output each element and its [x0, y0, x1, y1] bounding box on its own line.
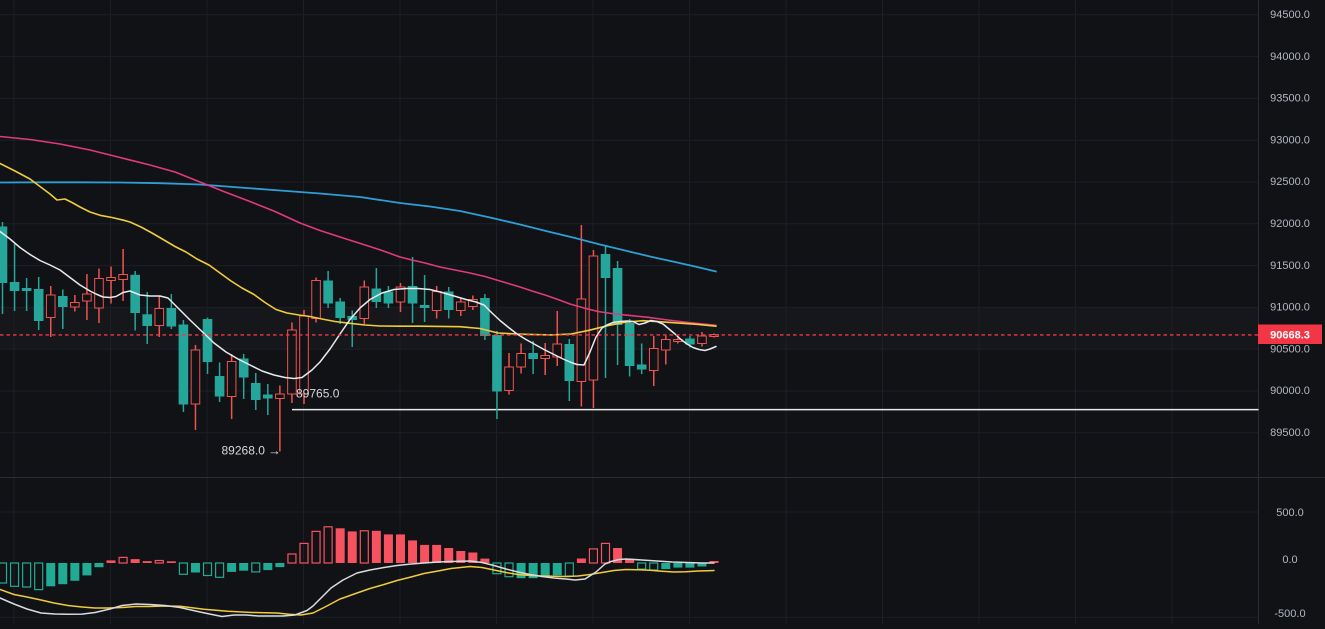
svg-text:92500.0: 92500.0 [1270, 176, 1310, 188]
svg-text:90500.0: 90500.0 [1270, 343, 1310, 355]
svg-text:93000.0: 93000.0 [1270, 134, 1310, 146]
svg-text:-500.0: -500.0 [1274, 608, 1305, 620]
svg-text:0.0: 0.0 [1282, 554, 1297, 566]
svg-text:91000.0: 91000.0 [1270, 302, 1310, 314]
svg-text:89268.0: 89268.0 [222, 444, 266, 458]
svg-text:→: → [268, 443, 281, 458]
svg-text:94000.0: 94000.0 [1270, 51, 1310, 63]
svg-text:500.0: 500.0 [1276, 507, 1304, 519]
svg-text:94500.0: 94500.0 [1270, 9, 1310, 21]
svg-text:91500.0: 91500.0 [1270, 260, 1310, 272]
svg-text:89500.0: 89500.0 [1270, 427, 1310, 439]
svg-text:89765.0: 89765.0 [296, 387, 340, 401]
svg-text:90000.0: 90000.0 [1270, 385, 1310, 397]
svg-text:90668.3: 90668.3 [1270, 329, 1310, 341]
svg-text:93500.0: 93500.0 [1270, 93, 1310, 105]
svg-text:92000.0: 92000.0 [1270, 218, 1310, 230]
